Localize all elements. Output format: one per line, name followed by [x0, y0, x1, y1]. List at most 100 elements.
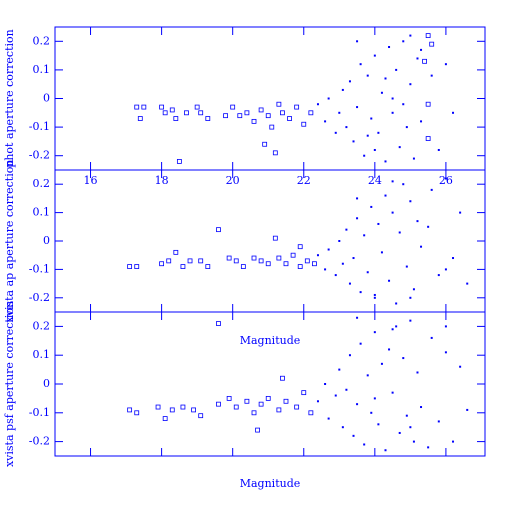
point — [162, 110, 168, 116]
point — [198, 110, 204, 116]
y-tick-label: -0.1 — [29, 406, 50, 419]
y-tick-label: 0.2 — [33, 34, 51, 47]
point — [334, 394, 337, 397]
point — [301, 121, 307, 127]
point — [327, 417, 330, 420]
point — [198, 413, 204, 419]
point — [341, 426, 344, 429]
point — [370, 205, 373, 208]
point — [409, 426, 412, 429]
point — [405, 126, 408, 129]
point — [395, 302, 398, 305]
point — [444, 325, 447, 328]
point — [316, 254, 319, 257]
point — [312, 261, 317, 267]
y-tick-label: -0.2 — [29, 291, 50, 304]
point — [391, 211, 394, 214]
y-tick-label: -0.1 — [29, 120, 50, 133]
point — [327, 97, 330, 100]
y-tick-label: -0.2 — [29, 435, 50, 448]
point — [265, 261, 271, 267]
point — [384, 160, 387, 163]
point — [262, 141, 268, 147]
x-tick-label: 22 — [297, 174, 311, 187]
point — [409, 319, 412, 322]
point — [380, 251, 383, 254]
point — [251, 255, 257, 261]
point — [230, 104, 236, 110]
point — [420, 48, 423, 51]
point — [216, 321, 221, 326]
point — [258, 401, 264, 407]
point — [276, 407, 282, 413]
point — [198, 258, 204, 264]
x-tick-label: 18 — [155, 174, 169, 187]
point — [405, 265, 408, 268]
point — [338, 240, 341, 242]
y-tick-label: -0.2 — [29, 149, 50, 162]
y-tick-label: 0.1 — [33, 63, 51, 76]
panel-frame — [54, 169, 486, 313]
point — [169, 107, 175, 113]
point — [251, 410, 257, 416]
point — [173, 249, 179, 255]
point — [356, 106, 359, 109]
point — [377, 222, 380, 225]
point — [427, 225, 430, 228]
point — [308, 110, 314, 116]
y-tick-label: 0 — [43, 234, 50, 247]
point — [287, 116, 292, 121]
y-axis-label: xvista psf aperture correction — [3, 301, 16, 467]
point — [255, 427, 260, 433]
point — [327, 248, 330, 251]
point — [373, 54, 376, 57]
point — [384, 449, 387, 452]
point — [237, 113, 243, 119]
point — [304, 258, 310, 264]
point — [416, 220, 419, 223]
point — [420, 245, 423, 248]
point — [425, 136, 431, 141]
point — [251, 118, 257, 124]
point — [345, 126, 348, 129]
point — [345, 388, 348, 391]
point — [265, 113, 271, 119]
point — [366, 134, 369, 137]
point — [141, 104, 147, 110]
x-tick-label: 16 — [84, 174, 98, 187]
point — [348, 354, 351, 357]
point — [402, 40, 405, 43]
y-axis-label: xvista ap aperture correction — [3, 160, 16, 323]
point — [166, 258, 172, 264]
point — [420, 120, 423, 123]
point — [226, 255, 232, 261]
point — [380, 91, 383, 94]
point — [380, 362, 383, 365]
point — [437, 420, 440, 423]
point — [240, 264, 246, 269]
point — [356, 316, 359, 319]
point — [391, 97, 394, 100]
point — [226, 395, 232, 401]
point — [363, 234, 366, 237]
point — [359, 342, 362, 345]
point — [184, 110, 189, 116]
point — [280, 375, 285, 381]
point — [395, 68, 398, 71]
point — [425, 33, 431, 38]
point — [412, 157, 415, 160]
x-axis-label: Magnitude — [240, 334, 301, 347]
point — [348, 282, 351, 285]
point — [159, 104, 165, 110]
point — [134, 104, 140, 110]
point — [373, 148, 376, 151]
y-tick-label: 0.1 — [33, 348, 51, 361]
point — [244, 110, 250, 116]
point — [466, 408, 469, 411]
point — [345, 228, 348, 231]
x-tick-label: 20 — [226, 174, 240, 187]
point — [373, 331, 376, 334]
point — [338, 111, 341, 114]
point — [233, 404, 239, 410]
point — [402, 183, 405, 186]
